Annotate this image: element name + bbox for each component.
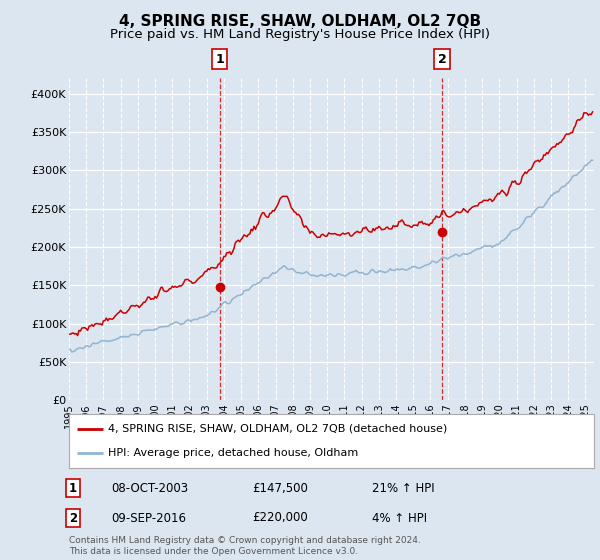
Text: 08-OCT-2003: 08-OCT-2003 [111, 482, 188, 495]
Text: 4, SPRING RISE, SHAW, OLDHAM, OL2 7QB: 4, SPRING RISE, SHAW, OLDHAM, OL2 7QB [119, 14, 481, 29]
Text: Price paid vs. HM Land Registry's House Price Index (HPI): Price paid vs. HM Land Registry's House … [110, 28, 490, 41]
Text: 1: 1 [69, 482, 77, 495]
Text: 21% ↑ HPI: 21% ↑ HPI [372, 482, 434, 495]
Text: 2: 2 [437, 53, 446, 66]
Text: 2: 2 [69, 511, 77, 525]
Text: 1: 1 [215, 53, 224, 66]
Text: 4% ↑ HPI: 4% ↑ HPI [372, 511, 427, 525]
Text: £147,500: £147,500 [252, 482, 308, 495]
Text: £220,000: £220,000 [252, 511, 308, 525]
Text: Contains HM Land Registry data © Crown copyright and database right 2024.
This d: Contains HM Land Registry data © Crown c… [69, 536, 421, 556]
Text: 4, SPRING RISE, SHAW, OLDHAM, OL2 7QB (detached house): 4, SPRING RISE, SHAW, OLDHAM, OL2 7QB (d… [109, 424, 448, 434]
Text: HPI: Average price, detached house, Oldham: HPI: Average price, detached house, Oldh… [109, 448, 359, 458]
Text: 09-SEP-2016: 09-SEP-2016 [111, 511, 186, 525]
